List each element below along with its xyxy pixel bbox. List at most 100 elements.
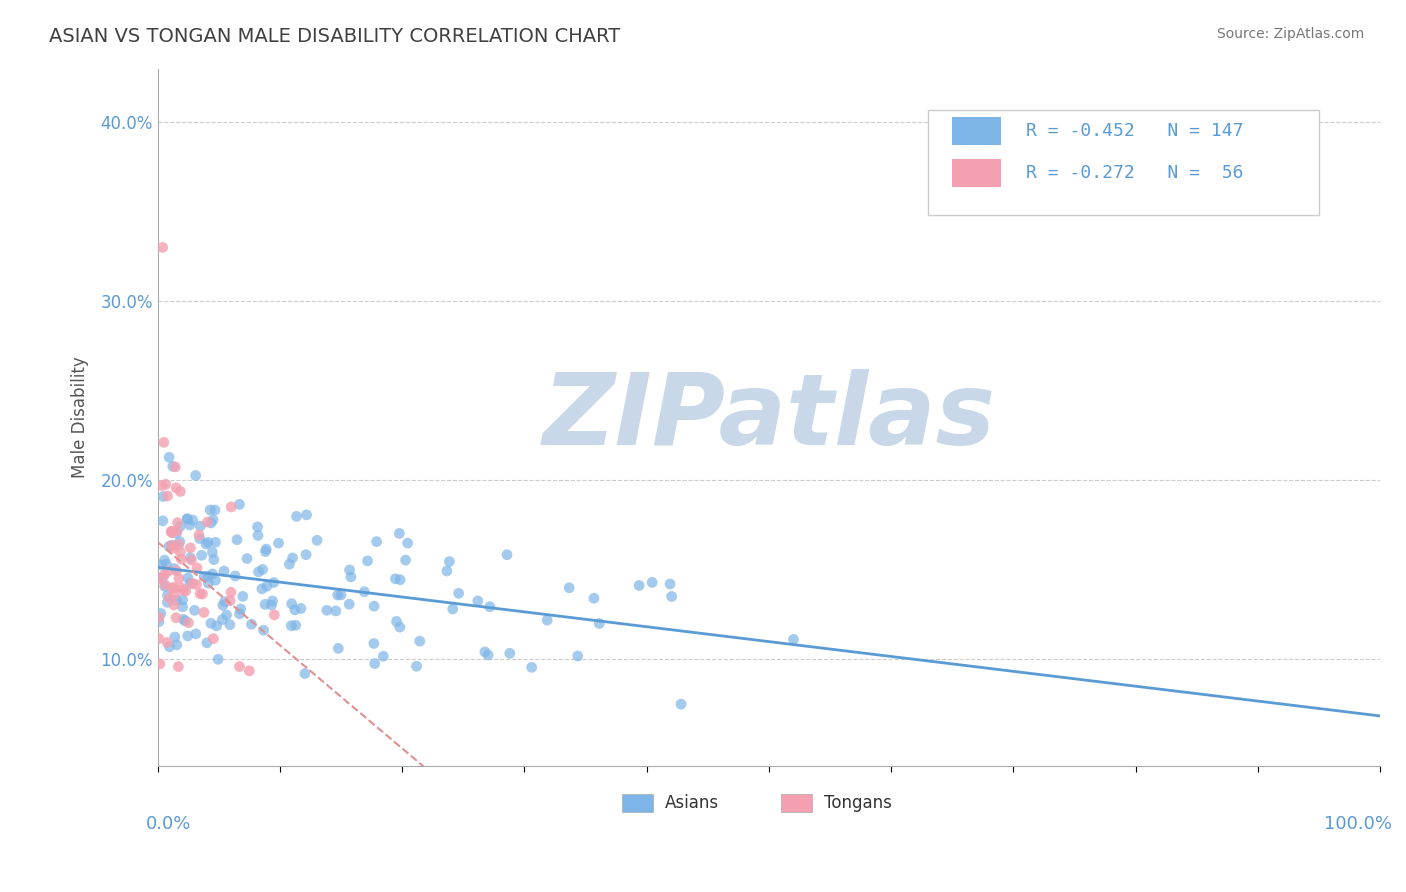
Tongans — [238, 664, 260, 678]
Asians — [285, 509, 308, 524]
Asians — [149, 607, 172, 621]
Y-axis label: Male Disability: Male Disability — [72, 357, 89, 478]
Text: Source: ZipAtlas.com: Source: ZipAtlas.com — [1216, 27, 1364, 41]
Asians — [280, 619, 302, 633]
Tongans — [202, 632, 225, 646]
Tongans — [149, 657, 172, 671]
Tongans — [167, 537, 190, 551]
Asians — [669, 697, 692, 711]
Asians — [467, 594, 489, 608]
Asians — [246, 520, 269, 534]
Bar — [782, 794, 811, 812]
Tongans — [228, 659, 250, 673]
Asians — [176, 512, 198, 526]
Tongans — [193, 606, 215, 620]
Tongans — [153, 578, 176, 592]
Asians — [340, 570, 363, 584]
Asians — [163, 562, 186, 576]
Asians — [152, 571, 174, 585]
Asians — [254, 544, 277, 558]
Asians — [294, 666, 316, 681]
Tongans — [165, 459, 187, 474]
Asians — [173, 612, 195, 626]
Tongans — [165, 481, 187, 495]
Asians — [499, 646, 522, 660]
Asians — [254, 542, 277, 557]
Asians — [295, 508, 318, 522]
Asians — [157, 450, 180, 465]
Asians — [200, 616, 222, 631]
Text: 0.0%: 0.0% — [145, 815, 191, 833]
Tongans — [150, 478, 173, 492]
Asians — [588, 616, 610, 631]
Tongans — [165, 611, 187, 625]
Asians — [356, 554, 378, 568]
Asians — [195, 537, 218, 551]
Asians — [188, 519, 211, 533]
Tongans — [169, 484, 191, 499]
Tongans — [167, 572, 190, 586]
Tongans — [163, 598, 186, 612]
Tongans — [188, 528, 211, 542]
Asians — [177, 571, 200, 585]
Tongans — [188, 587, 211, 601]
Asians — [363, 636, 385, 650]
Asians — [364, 657, 387, 671]
Asians — [200, 503, 222, 517]
Asians — [176, 629, 198, 643]
Asians — [153, 553, 176, 567]
Tongans — [180, 553, 202, 567]
Asians — [325, 604, 347, 618]
Asians — [439, 555, 461, 569]
Tongans — [153, 567, 176, 582]
Asians — [536, 613, 558, 627]
Asians — [172, 592, 194, 607]
Asians — [148, 571, 170, 585]
Asians — [152, 490, 174, 504]
Tongans — [166, 564, 188, 578]
Asians — [253, 598, 276, 612]
Tongans — [163, 541, 186, 555]
Asians — [197, 535, 219, 549]
Asians — [384, 572, 406, 586]
Tongans — [170, 581, 193, 595]
Asians — [169, 534, 191, 549]
Bar — [623, 794, 652, 812]
Tongans — [148, 610, 170, 624]
Asians — [240, 617, 263, 632]
Asians — [179, 576, 201, 591]
Asians — [250, 582, 273, 596]
Asians — [267, 536, 290, 550]
Asians — [162, 459, 184, 474]
Tongans — [219, 585, 242, 599]
FancyBboxPatch shape — [928, 111, 1319, 215]
Tongans — [162, 581, 184, 595]
Asians — [205, 619, 228, 633]
Asians — [520, 660, 543, 674]
Asians — [229, 602, 252, 616]
Asians — [202, 513, 225, 527]
Asians — [295, 548, 318, 562]
Asians — [204, 535, 226, 549]
Asians — [305, 533, 328, 548]
Asians — [202, 552, 225, 566]
Tongans — [152, 240, 174, 254]
Asians — [153, 579, 176, 593]
Asians — [441, 602, 464, 616]
Asians — [567, 648, 589, 663]
Tongans — [170, 552, 193, 566]
Asians — [263, 575, 285, 590]
Asians — [252, 624, 274, 638]
Tongans — [177, 615, 200, 630]
Asians — [396, 536, 419, 550]
Asians — [226, 533, 249, 547]
Asians — [558, 581, 581, 595]
Asians — [190, 549, 212, 563]
Asians — [496, 548, 519, 562]
Tongans — [160, 538, 183, 552]
Asians — [246, 528, 269, 542]
Asians — [200, 516, 222, 530]
Tongans — [156, 635, 179, 649]
Tongans — [155, 477, 177, 491]
Asians — [215, 607, 238, 622]
